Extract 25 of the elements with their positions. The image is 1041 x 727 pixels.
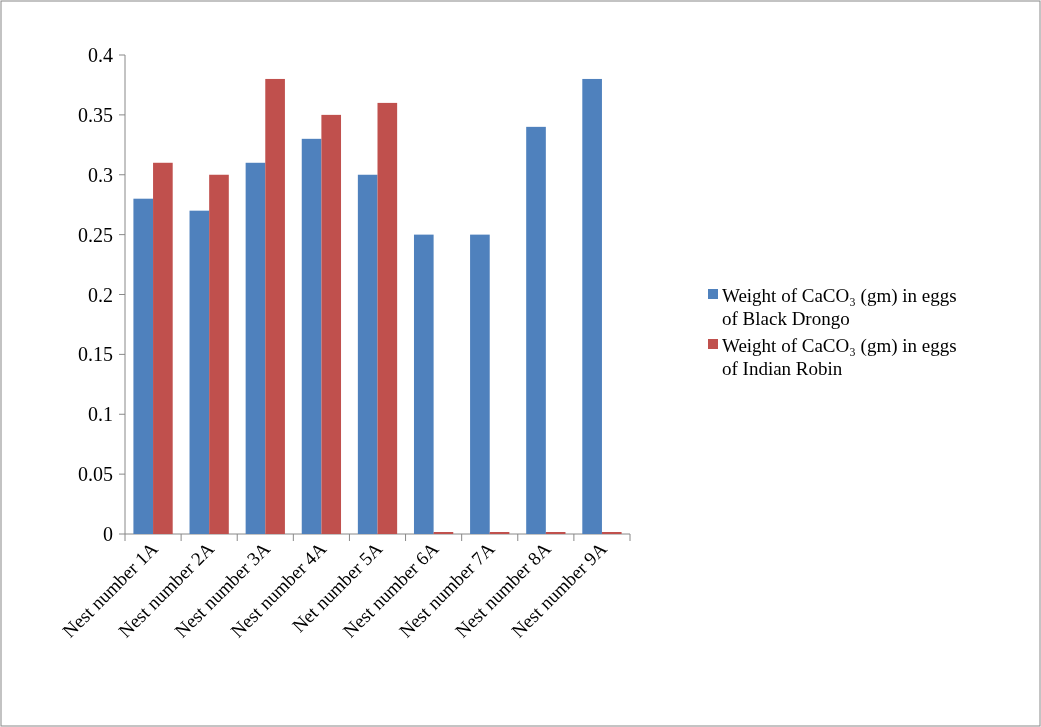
bar — [321, 114, 342, 534]
y-tick-label: 0.3 — [88, 163, 113, 186]
legend-label: Weight of CaCO₃ (gm) in eggs of Black Drongo — [722, 284, 957, 329]
y-tick-label: 0.1 — [88, 403, 113, 426]
bar — [209, 174, 229, 534]
y-tick-label: 0 — [103, 523, 113, 545]
y-tick-label: 0.2 — [88, 283, 113, 306]
bar — [582, 78, 602, 534]
bar — [301, 138, 322, 534]
bar — [526, 126, 546, 534]
y-tick-label: 0.05 — [78, 463, 113, 486]
bar — [357, 174, 378, 534]
bar — [153, 162, 173, 534]
bar — [413, 234, 434, 534]
y-tick-label: 0.4 — [88, 44, 113, 66]
bar — [245, 162, 266, 534]
y-tick-label: 0.35 — [78, 103, 113, 126]
bar — [133, 198, 154, 534]
bar — [470, 234, 490, 534]
legend-label: Weight of CaCO₃ (gm) in eggs of Indian Robin — [722, 334, 957, 379]
bar — [189, 210, 210, 534]
bar — [265, 78, 285, 534]
y-tick-label: 0.15 — [78, 343, 113, 366]
y-tick-label: 0.25 — [78, 223, 113, 246]
bar — [377, 102, 398, 534]
